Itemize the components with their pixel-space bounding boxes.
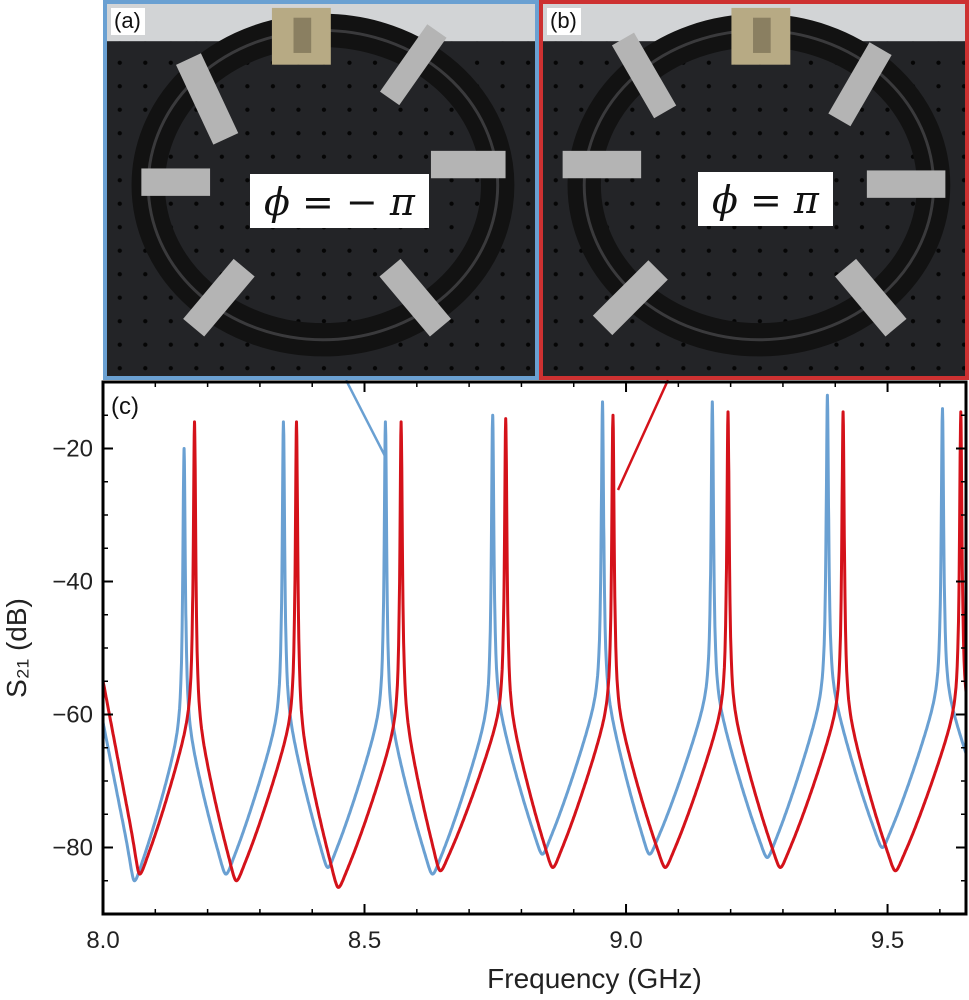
- phase-label-a: ϕ = − π: [250, 174, 429, 228]
- phase-label-b: ϕ = π: [698, 172, 833, 226]
- y-axis-label: S₂₁ (dB): [1, 598, 32, 698]
- x-tick-label: 8.0: [86, 927, 119, 954]
- x-tick-label: 8.5: [348, 927, 381, 954]
- panel-a-label: (a): [111, 8, 145, 35]
- ring-resonator-photo-a: [107, 4, 535, 376]
- x-tick-label: 9.5: [871, 927, 904, 954]
- y-tick-label: −20: [52, 436, 93, 463]
- chart-curves: [101, 393, 968, 889]
- photo-panel-b: (b) ϕ = π: [539, 0, 969, 380]
- y-tick-label: −40: [52, 569, 93, 596]
- series-phi-minus-pi: [101, 393, 968, 883]
- panel-b-label: (b): [547, 8, 581, 35]
- photo-panel-a: (a) ϕ = − π: [103, 0, 539, 380]
- y-tick-label: −60: [52, 702, 93, 729]
- connector-b: [616, 379, 670, 491]
- chart-axes: 8.0 8.5 9.0 9.5 −20 −40 −60 −80 Frequency (GHz) S…: [1, 380, 968, 994]
- connector-a: [344, 379, 388, 459]
- y-tick-label: −80: [52, 835, 93, 862]
- series-phi-plus-pi: [101, 410, 968, 889]
- x-axis-label: Frequency (GHz): [487, 963, 702, 994]
- panel-connectors: [344, 379, 670, 491]
- x-tick-label: 9.0: [609, 927, 642, 954]
- panel-c-label: (c): [111, 393, 139, 420]
